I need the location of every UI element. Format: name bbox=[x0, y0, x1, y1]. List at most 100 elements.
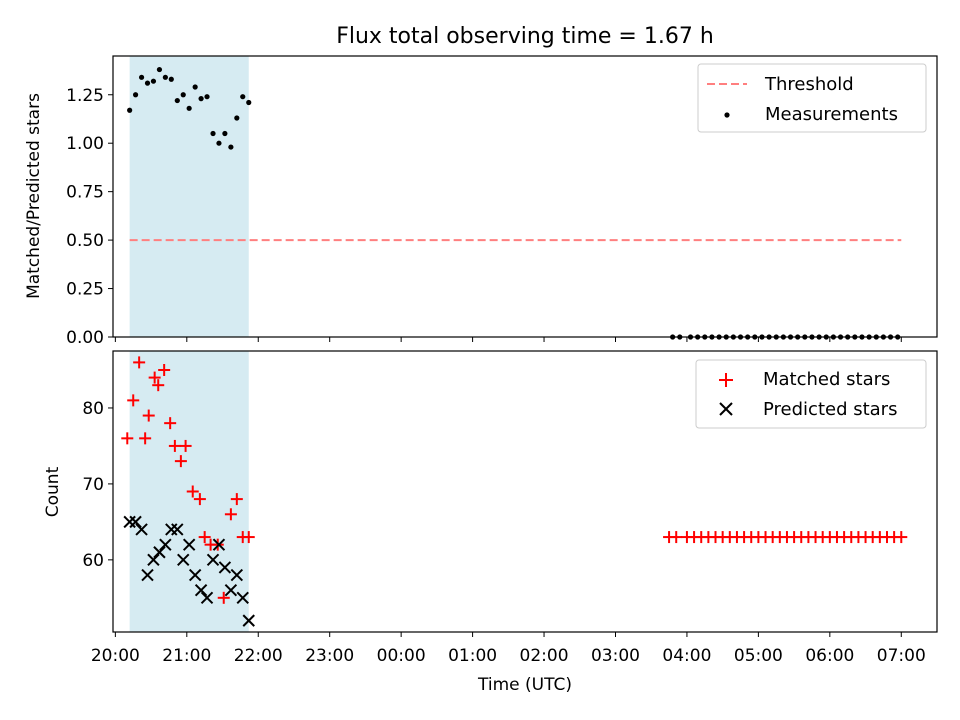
ratio-panel-frame bbox=[112, 55, 938, 338]
matched-star-marker bbox=[217, 591, 230, 604]
predicted-star-marker bbox=[135, 523, 148, 536]
x-tick-label: 00:00 bbox=[377, 646, 426, 666]
measurement-point bbox=[246, 99, 252, 106]
matched-star-marker bbox=[230, 493, 243, 506]
measurement-point bbox=[240, 94, 246, 100]
x-tick-label: 04:00 bbox=[662, 646, 711, 666]
matched-star-marker bbox=[670, 531, 683, 544]
predicted-star-marker bbox=[224, 584, 238, 597]
y-tick-label: 1.00 bbox=[66, 134, 104, 154]
measurement-point bbox=[156, 66, 163, 73]
legend-predicted-swatch bbox=[719, 402, 733, 416]
measurement-point bbox=[150, 78, 157, 84]
ratio-y-axis-label: Matched/Predicted stars bbox=[24, 93, 44, 299]
ratio-y-ticks: 0.00 0.25 0.50 0.75 1.00 1.25 bbox=[66, 86, 113, 348]
matched-star-marker bbox=[193, 493, 206, 506]
matched-star-marker bbox=[158, 363, 171, 376]
matched-star-marker bbox=[148, 371, 161, 384]
predicted-star-marker bbox=[147, 553, 160, 567]
matched-star-marker bbox=[179, 439, 192, 452]
measurement-point bbox=[228, 144, 234, 150]
chart-title: Flux total observing time = 1.67 h bbox=[336, 24, 714, 49]
matched-star-marker bbox=[121, 432, 134, 445]
observing-time-span bbox=[129, 56, 249, 337]
y-tick-label: 1.25 bbox=[66, 86, 104, 106]
ratio-legend-box bbox=[697, 63, 927, 133]
predicted-star-marker bbox=[188, 568, 202, 582]
count-y-ticks: 60 70 80 bbox=[82, 399, 113, 571]
predicted-star-marker bbox=[159, 538, 172, 551]
predicted-star-marker bbox=[212, 538, 226, 551]
matched-star-marker bbox=[133, 356, 146, 369]
measurement-point bbox=[222, 130, 228, 137]
matched-star-marker bbox=[127, 394, 140, 407]
matched-star-marker bbox=[142, 409, 155, 422]
x-tick-label: 21:00 bbox=[162, 646, 211, 666]
predicted-stars-points bbox=[123, 515, 255, 627]
matched-star-marker bbox=[174, 455, 187, 468]
y-tick-label: 0.75 bbox=[66, 183, 104, 203]
legend-matched-label: Matched stars bbox=[763, 369, 890, 390]
matched-star-marker bbox=[139, 432, 152, 445]
y-tick-label: 0.25 bbox=[66, 280, 104, 300]
x-axis-label: Time (UTC) bbox=[477, 675, 572, 695]
y-tick-label: 0.00 bbox=[66, 328, 104, 348]
ratio-legend: Threshold Measurements bbox=[697, 63, 927, 133]
predicted-star-marker bbox=[129, 515, 142, 529]
predicted-star-marker bbox=[236, 591, 249, 605]
measurement-point bbox=[144, 80, 151, 86]
predicted-star-marker bbox=[182, 538, 196, 551]
x-tick-label: 03:00 bbox=[591, 646, 640, 666]
count-y-axis-label: Count bbox=[43, 466, 63, 517]
y-tick-label: 80 bbox=[82, 399, 104, 419]
measurement-point bbox=[192, 84, 198, 90]
x-tick-label: 07:00 bbox=[877, 646, 926, 666]
count-panel: 60 70 80 20:00 21:00 22:00 23:00 00:00 01:00 02:… bbox=[43, 350, 938, 695]
matched-star-marker bbox=[152, 379, 165, 392]
legend-matched-swatch bbox=[719, 373, 733, 387]
predicted-star-marker bbox=[206, 553, 220, 567]
measurement-points bbox=[127, 66, 901, 340]
count-legend: Matched stars Predicted stars bbox=[695, 359, 927, 429]
measurement-point bbox=[174, 97, 180, 104]
legend-measurements-label: Measurements bbox=[765, 104, 898, 125]
measurement-point bbox=[168, 76, 174, 82]
x-tick-label: 06:00 bbox=[805, 646, 854, 666]
measurement-point bbox=[210, 130, 216, 137]
predicted-star-marker bbox=[230, 568, 244, 582]
matched-star-marker bbox=[198, 531, 211, 544]
measurement-point bbox=[204, 94, 210, 100]
predicted-star-marker bbox=[218, 561, 232, 574]
measurement-point bbox=[186, 105, 192, 111]
ratio-panel: 0.00 0.25 0.50 0.75 1.00 1.25 Matched/Predict… bbox=[24, 55, 938, 348]
predicted-star-marker bbox=[200, 591, 214, 605]
predicted-star-marker bbox=[242, 614, 255, 627]
measurement-point bbox=[132, 92, 139, 98]
matched-star-marker bbox=[186, 485, 199, 498]
ratio-x-ticks bbox=[114, 337, 902, 342]
count-legend-box bbox=[695, 359, 927, 429]
predicted-star-marker bbox=[177, 553, 190, 567]
count-panel-frame bbox=[112, 350, 938, 633]
y-tick-label: 70 bbox=[82, 475, 104, 495]
predicted-star-marker bbox=[171, 523, 184, 536]
measurement-point bbox=[162, 74, 168, 80]
matched-star-marker bbox=[895, 531, 908, 544]
time-x-ticks: 20:00 21:00 22:00 23:00 00:00 01:00 02:00 03:00… bbox=[91, 632, 926, 666]
predicted-star-marker bbox=[194, 584, 208, 597]
measurement-point bbox=[138, 74, 145, 80]
x-tick-label: 05:00 bbox=[734, 646, 783, 666]
measurement-point bbox=[216, 140, 222, 146]
predicted-star-marker bbox=[141, 568, 154, 582]
matched-star-marker bbox=[224, 508, 237, 521]
legend-measurements-swatch bbox=[724, 112, 730, 118]
measurement-point bbox=[198, 96, 204, 102]
measurement-point bbox=[180, 92, 186, 98]
x-tick-label: 22:00 bbox=[234, 646, 283, 666]
measurement-point bbox=[234, 115, 240, 121]
predicted-star-marker bbox=[153, 546, 166, 559]
x-tick-label: 02:00 bbox=[520, 646, 569, 666]
y-tick-label: 0.50 bbox=[66, 231, 104, 251]
x-tick-label: 20:00 bbox=[91, 646, 140, 666]
